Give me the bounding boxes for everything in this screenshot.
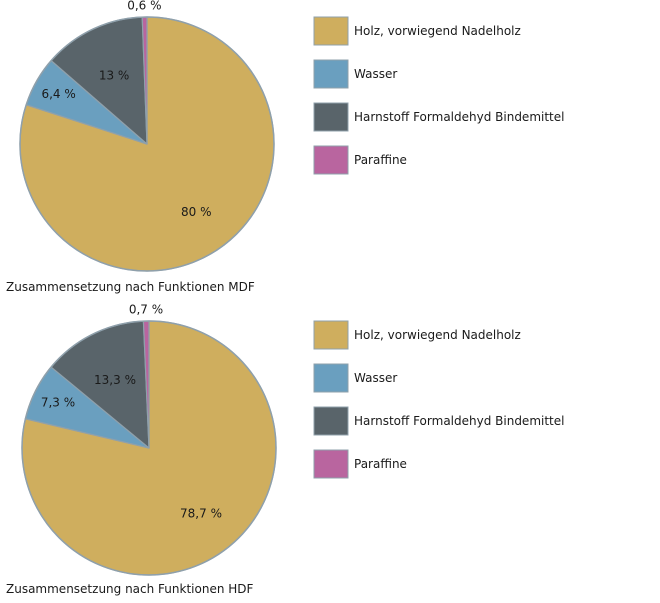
- pie-chart-hdf: 78,7 % 7,3 % 13,3 % 0,7 % Zusammensetzung na…: [6, 303, 564, 596]
- legend-label: Holz, vorwiegend Nadelholz: [354, 24, 521, 38]
- chart-caption: Zusammensetzung nach Funktionen MDF: [6, 280, 255, 294]
- slice-label: 6,4 %: [41, 87, 75, 101]
- pie-outline: [21, 320, 277, 576]
- slice-label: 0,7 %: [129, 303, 163, 317]
- legend-label: Wasser: [354, 371, 397, 385]
- legend-swatch: [313, 320, 349, 350]
- legend: Holz, vorwiegend Nadelholz Wasser Harnstof…: [313, 320, 564, 479]
- legend-label: Paraffine: [354, 153, 407, 167]
- legend-swatch: [313, 145, 349, 175]
- legend-label: Harnstoff Formaldehyd Bindemittel: [354, 414, 564, 428]
- slice-label: 7,3 %: [41, 396, 75, 410]
- legend: Holz, vorwiegend Nadelholz Wasser Harnstof…: [313, 16, 564, 175]
- legend-swatch: [313, 102, 349, 132]
- slice-label: 80 %: [181, 205, 212, 219]
- slice-label: 78,7 %: [180, 507, 222, 521]
- legend-swatch: [313, 363, 349, 393]
- legend-label: Wasser: [354, 67, 397, 81]
- legend-swatch: [313, 406, 349, 436]
- pie-outline: [19, 16, 275, 272]
- slice-label: 13,3 %: [94, 373, 136, 387]
- legend-label: Paraffine: [354, 457, 407, 471]
- legend-swatch: [313, 449, 349, 479]
- slice-label: 13 %: [99, 68, 130, 82]
- slice-label: 0,6 %: [127, 0, 161, 13]
- chart-caption: Zusammensetzung nach Funktionen HDF: [6, 582, 254, 596]
- legend-swatch: [313, 16, 349, 46]
- legend-label: Holz, vorwiegend Nadelholz: [354, 328, 521, 342]
- pie-chart-mdf: 80 % 6,4 % 13 % 0,6 % Zusammensetzung nach F…: [6, 0, 564, 294]
- legend-swatch: [313, 59, 349, 89]
- legend-label: Harnstoff Formaldehyd Bindemittel: [354, 110, 564, 124]
